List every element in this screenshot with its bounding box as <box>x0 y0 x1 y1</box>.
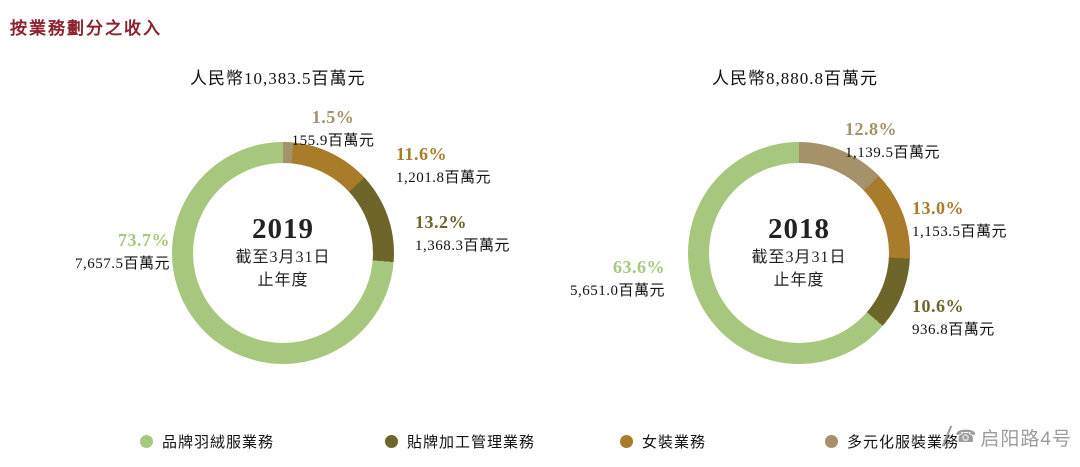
legend-label: 女裝業務 <box>642 435 707 451</box>
segment-pct: 1.5% <box>311 107 355 127</box>
segment-pct: 13.0% <box>912 198 964 218</box>
segment-label-2018-down-apparel: 63.6% 5,651.0百萬元 <box>520 256 665 300</box>
donut-period-line1: 截至3月31日 <box>751 248 847 266</box>
segment-value: 155.9百萬元 <box>291 132 375 149</box>
segment-value: 936.8百萬元 <box>912 321 995 338</box>
legend-item-diversified: 多元化服裝業務 <box>825 431 959 452</box>
chart-2018-total: 人民幣8,880.8百萬元 <box>712 69 878 88</box>
donut-chart-2019: 2019 截至3月31日 止年度 <box>172 142 394 364</box>
segment-value: 1,139.5百萬元 <box>845 144 941 161</box>
legend-swatch-olive <box>385 435 398 448</box>
donut-year-label: 2019 <box>252 212 314 245</box>
segment-value: 1,153.5百萬元 <box>912 223 1008 240</box>
watermark: / ☎ 启阳路4号 <box>941 421 1072 452</box>
segment-pct: 12.8% <box>845 119 897 139</box>
donut-period-line1: 截至3月31日 <box>235 248 331 266</box>
segment-value: 7,657.5百萬元 <box>74 255 170 272</box>
segment-label-2018-womenswear: 13.0% 1,153.5百萬元 <box>912 197 1007 241</box>
segment-label-2018-oem: 10.6% 936.8百萬元 <box>912 295 995 339</box>
segment-pct: 13.2% <box>415 212 467 232</box>
phone-icon: ☎ <box>955 427 977 446</box>
chart-2019-total: 人民幣10,383.5百萬元 <box>190 69 366 88</box>
donut-center-2018: 2018 截至3月31日 止年度 <box>709 163 889 343</box>
page-title: 按業務劃分之收入 <box>10 19 162 38</box>
segment-value: 1,201.8百萬元 <box>396 169 492 186</box>
legend-item-down-apparel: 品牌羽絨服業務 <box>140 431 274 452</box>
legend-label: 品牌羽絨服業務 <box>162 435 275 451</box>
segment-label-2019-diversified: 1.5% 155.9百萬元 <box>258 106 408 150</box>
segment-pct: 73.7% <box>118 230 170 250</box>
legend-swatch-green <box>140 435 153 448</box>
legend-item-womenswear: 女裝業務 <box>620 431 706 452</box>
donut-chart-2018: 2018 截至3月31日 止年度 <box>688 142 910 364</box>
legend-item-oem: 貼牌加工管理業務 <box>385 431 535 452</box>
watermark-text: 启阳路4号 <box>980 428 1072 450</box>
segment-pct: 11.6% <box>396 144 448 164</box>
chart-legend: 品牌羽絨服業務 貼牌加工管理業務 女裝業務 多元化服裝業務 <box>0 431 1080 455</box>
legend-swatch-brown <box>620 435 633 448</box>
segment-label-2019-womenswear: 11.6% 1,201.8百萬元 <box>396 143 491 187</box>
legend-label: 多元化服裝業務 <box>847 435 960 451</box>
watermark-slash: / <box>941 421 954 452</box>
segment-label-2018-diversified: 12.8% 1,139.5百萬元 <box>845 118 940 162</box>
segment-value: 5,651.0百萬元 <box>569 282 665 299</box>
segment-pct: 10.6% <box>912 296 964 316</box>
donut-center-2019: 2019 截至3月31日 止年度 <box>193 163 373 343</box>
donut-period-line2: 止年度 <box>257 271 309 289</box>
legend-swatch-taupe <box>825 435 838 448</box>
legend-label: 貼牌加工管理業務 <box>407 435 536 451</box>
segment-pct: 63.6% <box>613 257 665 277</box>
segment-value: 1,368.3百萬元 <box>415 237 511 254</box>
segment-label-2019-oem: 13.2% 1,368.3百萬元 <box>415 211 510 255</box>
segment-label-2019-down-apparel: 73.7% 7,657.5百萬元 <box>20 229 170 273</box>
donut-period-line2: 止年度 <box>773 271 825 289</box>
donut-year-label: 2018 <box>768 212 830 245</box>
